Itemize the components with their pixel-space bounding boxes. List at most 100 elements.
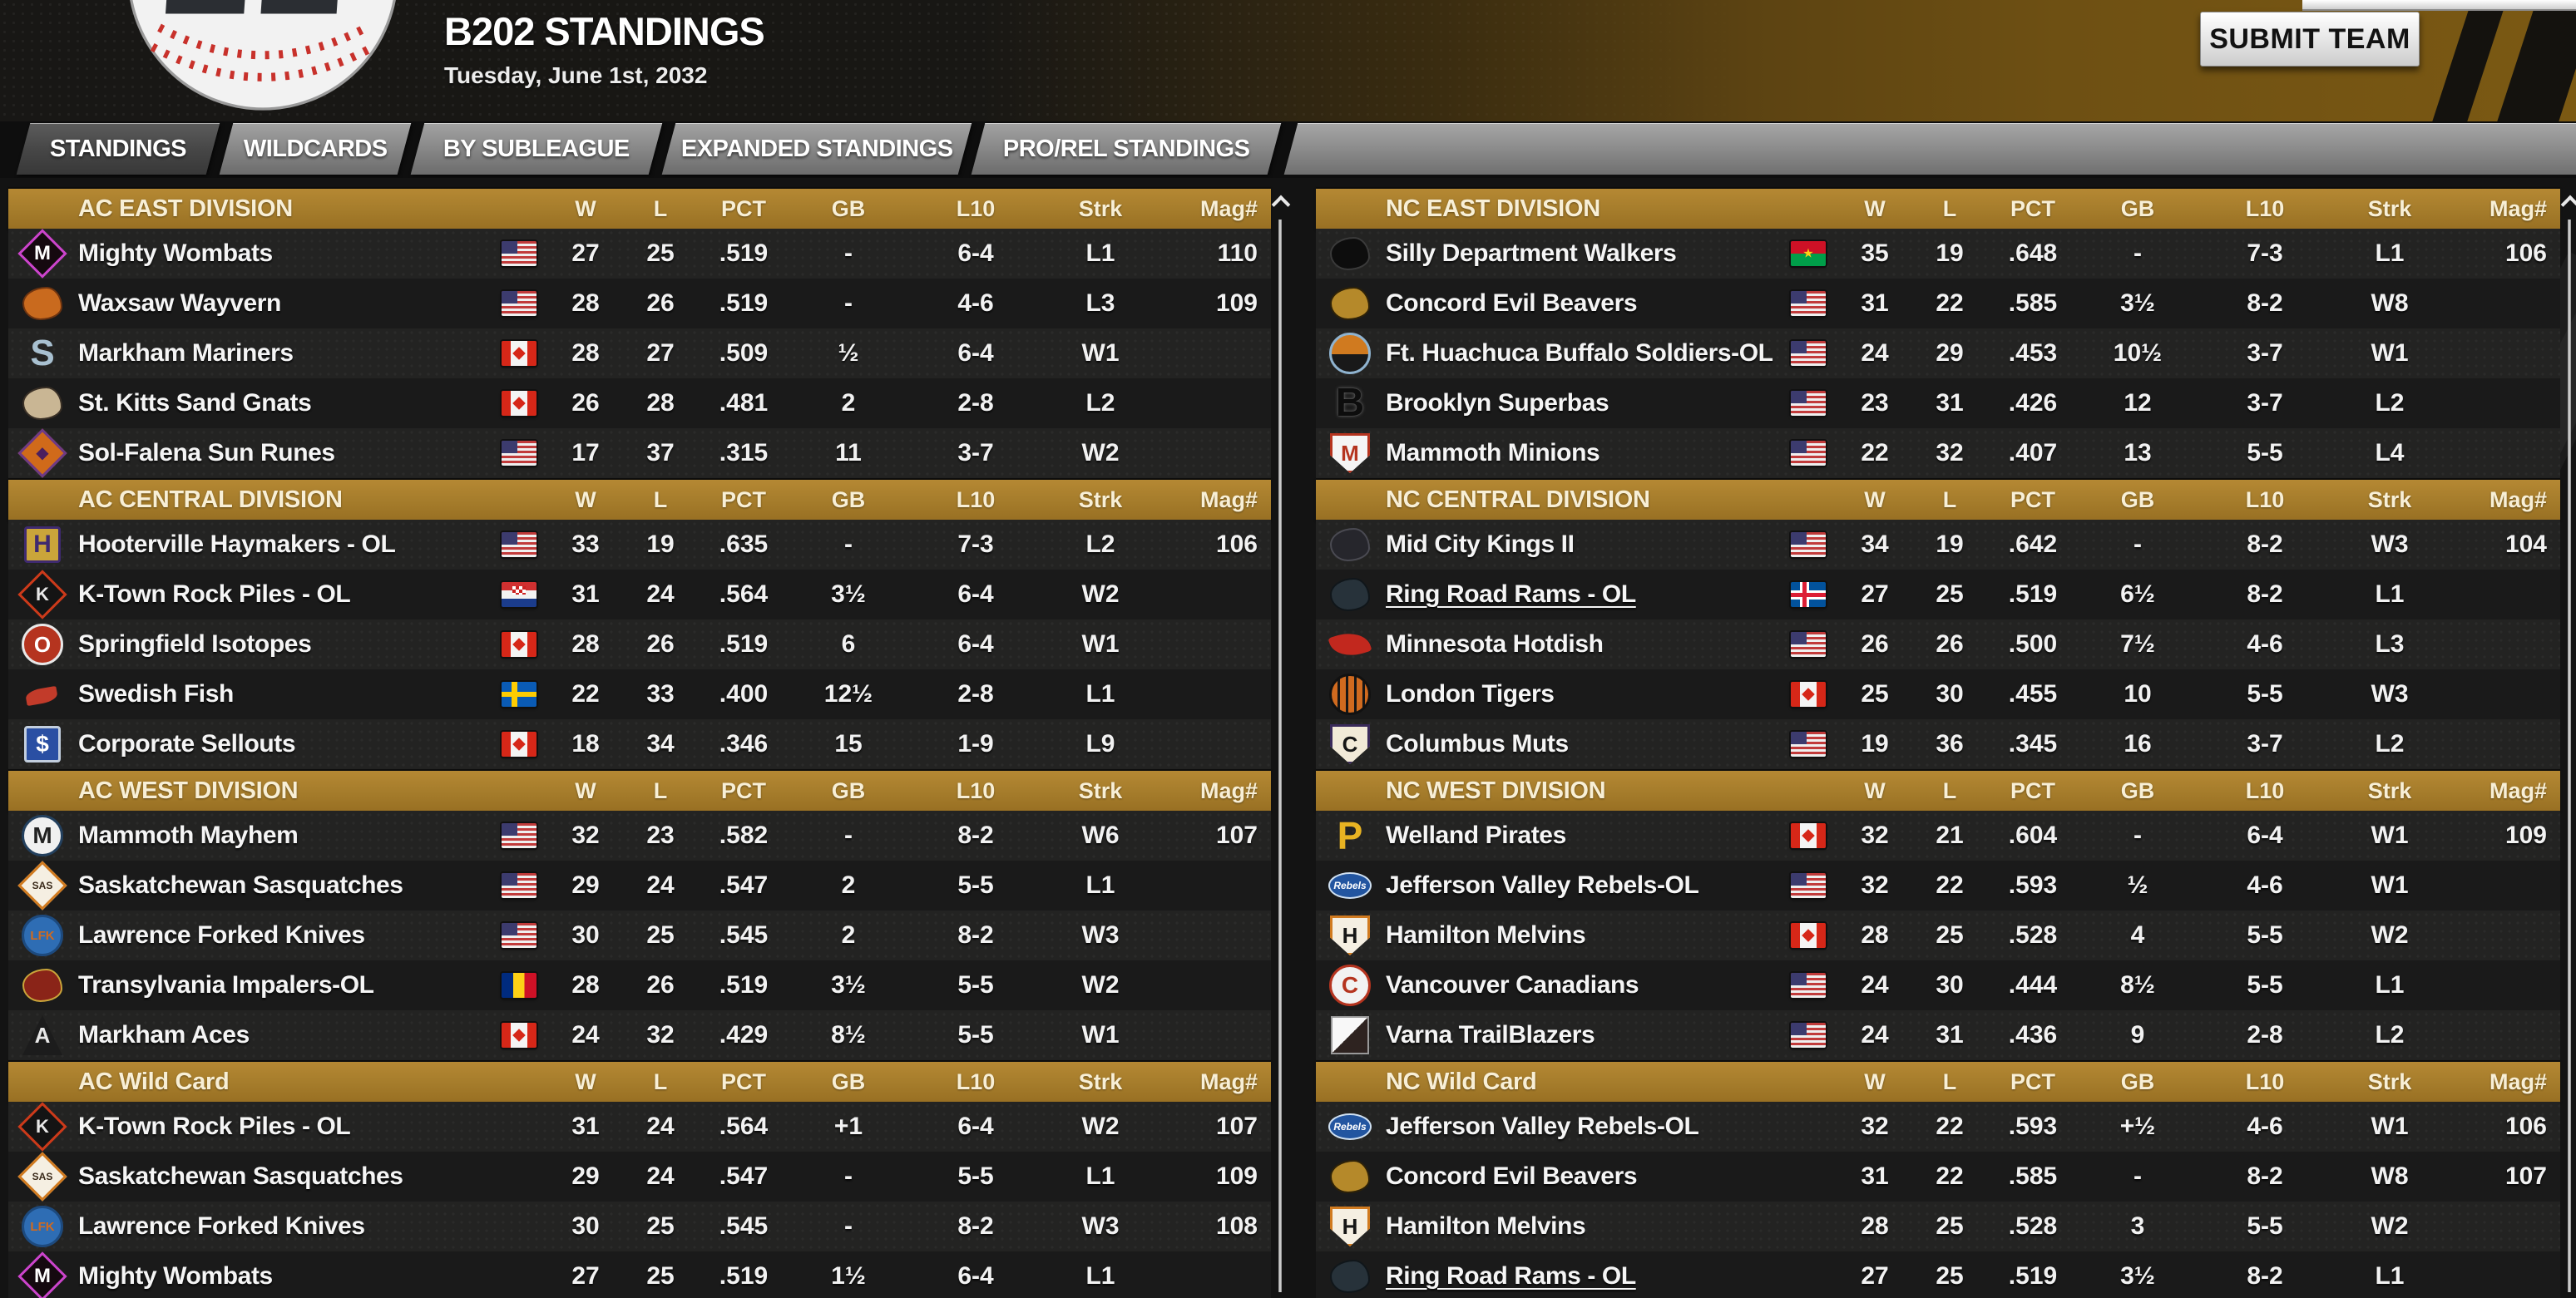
team-name: Sol-Falena Sun Runes: [78, 439, 335, 466]
team-row[interactable]: SAS Saskatchewan Sasquatches 29 24 .547 2 5-5 L…: [8, 861, 1271, 911]
team-row[interactable]: K K-Town Rock Piles - OL 31 24 .564 +1 6-4 W2 10…: [8, 1102, 1271, 1152]
logo-shape: [22, 287, 62, 320]
column-header-last10: L10: [2245, 195, 2285, 221]
team-row[interactable]: London Tigers 25 30 .455 10 5-5 W3: [1316, 669, 2560, 719]
team-row[interactable]: S Markham Mariners 28 27 .509 ½ 6-4 W1: [8, 328, 1271, 378]
submit-team-button[interactable]: SUBMIT TEAM: [2200, 12, 2420, 67]
wins: 27: [571, 1262, 600, 1290]
left-panel-scrollbar[interactable]: [1269, 190, 1291, 1298]
team-row[interactable]: Swedish Fish 22 33 .400 12½ 2-8 L1: [8, 669, 1271, 719]
logo-letter: M: [34, 1265, 51, 1287]
tab-expanded-standings[interactable]: EXPANDED STANDINGS: [661, 123, 972, 175]
team-name: Mighty Wombats: [78, 1262, 273, 1290]
last10: 5-5: [957, 1162, 994, 1190]
tab-by-subleague[interactable]: BY SUBLEAGUE: [410, 123, 663, 175]
team-row[interactable]: M Mammoth Minions 22 32 .407 13 5-5 L4: [1316, 428, 2560, 478]
games-back: 6½: [2120, 580, 2155, 608]
scroll-up-icon[interactable]: [1269, 190, 1291, 215]
team-row[interactable]: Rebels Jefferson Valley Rebels-OL 32 22 .593…: [1316, 861, 2560, 911]
tab-standings[interactable]: STANDINGS: [16, 123, 220, 175]
team-row[interactable]: M Mighty Wombats 27 25 .519 - 6-4 L1 110: [8, 229, 1271, 279]
team-row[interactable]: Silly Department Walkers 35 19 .648 - 7-3 L1 10…: [1316, 229, 2560, 279]
team-row[interactable]: M Mammoth Mayhem 32 23 .582 - 8-2 W6 107: [8, 811, 1271, 861]
team-row[interactable]: Varna TrailBlazers 24 31 .436 9 2-8 L2: [1316, 1010, 2560, 1060]
division-title: NC WEST DIVISION: [1386, 777, 1606, 804]
tab-pro-rel-standings[interactable]: PRO/REL STANDINGS: [971, 123, 1282, 175]
logo-shape: [1330, 1160, 1370, 1193]
team-row[interactable]: ◆ Sol-Falena Sun Runes 17 37 .315 11 3-7 W2: [8, 428, 1271, 478]
logo-letter: $: [36, 731, 49, 757]
games-back: +½: [2119, 1113, 2156, 1140]
last10: 6-4: [957, 630, 994, 658]
games-back: -: [844, 289, 853, 317]
team-row[interactable]: Concord Evil Beavers 31 22 .585 - 8-2 W8 107: [1316, 1152, 2560, 1202]
team-logo-icon: H: [1326, 1202, 1374, 1251]
tab-wildcards[interactable]: WILDCARDS: [219, 123, 412, 175]
games-back: 3½: [831, 971, 866, 999]
team-row[interactable]: LFK Lawrence Forked Knives 30 25 .545 - 8-2 W3 1…: [8, 1202, 1271, 1251]
team-row[interactable]: Transylvania Impalers-OL 28 26 .519 3½ 5-5 W2: [8, 960, 1271, 1010]
team-row[interactable]: M Mighty Wombats 27 25 .519 1½ 6-4 L1: [8, 1251, 1271, 1298]
team-row[interactable]: SAS Saskatchewan Sasquatches 29 24 .547 - 5-5 L…: [8, 1152, 1271, 1202]
team-row[interactable]: St. Kitts Sand Gnats 26 28 .481 2 2-8 L2: [8, 378, 1271, 428]
team-row[interactable]: Mid City Kings II 34 19 .642 - 8-2 W3 104: [1316, 520, 2560, 570]
wins: 28: [1861, 921, 1889, 949]
losses: 25: [1936, 580, 1964, 608]
streak: L1: [2375, 971, 2405, 999]
team-row[interactable]: Minnesota Hotdish 26 26 .500 7½ 4-6 L3: [1316, 619, 2560, 669]
team-row[interactable]: P Welland Pirates 32 21 .604 - 6-4 W1 109: [1316, 811, 2560, 861]
team-row[interactable]: Concord Evil Beavers 31 22 .585 3½ 8-2 W8: [1316, 279, 2560, 328]
team-row[interactable]: C Columbus Muts 19 36 .345 16 3-7 L2: [1316, 719, 2560, 769]
last10: 5-5: [957, 1021, 994, 1049]
scrollbar-track[interactable]: [2568, 220, 2571, 1292]
team-logo-icon: S: [18, 329, 67, 378]
cutoff-top-button[interactable]: [2302, 0, 2576, 11]
games-back: 7½: [2120, 630, 2155, 658]
column-header-pct: PCT: [721, 777, 766, 803]
team-row[interactable]: H Hooterville Haymakers - OL 33 19 .635 - 7-3 L…: [8, 520, 1271, 570]
column-header-wins: W: [1864, 777, 1886, 803]
team-row[interactable]: H Hamilton Melvins 28 25 .528 4 5-5 W2: [1316, 911, 2560, 960]
team-row[interactable]: Waxsaw Wayvern 28 26 .519 - 4-6 L3 109: [8, 279, 1271, 328]
games-back: -: [844, 822, 853, 849]
losses: 22: [1936, 1113, 1964, 1140]
team-row[interactable]: Rebels Jefferson Valley Rebels-OL 32 22 .593…: [1316, 1102, 2560, 1152]
logo-letter: K: [36, 584, 49, 605]
column-header-streak: Strk: [1078, 195, 1123, 221]
logo-shape: [1331, 1016, 1369, 1054]
pct: .564: [719, 580, 769, 608]
wins: 26: [1861, 630, 1889, 658]
pct: .519: [2008, 1262, 2058, 1290]
team-name: Markham Mariners: [78, 339, 294, 367]
losses: 27: [646, 339, 675, 367]
page-date: Tuesday, June 1st, 2032: [444, 62, 708, 88]
scroll-up-icon[interactable]: [2559, 190, 2576, 215]
team-row[interactable]: C Vancouver Canadians 24 30 .444 8½ 5-5 L1: [1316, 960, 2560, 1010]
wins: 27: [1861, 1262, 1889, 1290]
team-logo-icon: [1326, 570, 1374, 619]
games-back: 6: [841, 630, 856, 658]
team-row[interactable]: Ft. Huachuca Buffalo Soldiers-OL 24 29 .453…: [1316, 328, 2560, 378]
team-logo-icon: $: [18, 720, 67, 768]
right-panel-scrollbar[interactable]: [2559, 190, 2576, 1298]
team-logo-icon: [18, 670, 67, 718]
flag-ca-icon: [1791, 923, 1826, 948]
flag-ro-icon: [502, 973, 536, 998]
team-row[interactable]: Ring Road Rams - OL 27 25 .519 6½ 8-2 L1: [1316, 570, 2560, 619]
svg-text:21: 21: [157, 0, 351, 48]
column-header-streak: Strk: [1078, 777, 1123, 803]
column-header-losses: L: [653, 1069, 668, 1094]
logo-shape: [1330, 578, 1370, 611]
scrollbar-track[interactable]: [1278, 220, 1282, 1292]
team-row[interactable]: Ring Road Rams - OL 27 25 .519 3½ 8-2 L1: [1316, 1251, 2560, 1298]
team-row[interactable]: LFK Lawrence Forked Knives 30 25 .545 2 8-2 W3: [8, 911, 1271, 960]
team-row[interactable]: $ Corporate Sellouts 18 34 .346 15 1-9 L9: [8, 719, 1271, 769]
team-row[interactable]: O Springfield Isotopes 28 26 .519 6 6-4 W1: [8, 619, 1271, 669]
column-header-last10: L10: [2245, 486, 2285, 512]
team-row[interactable]: K K-Town Rock Piles - OL 31 24 .564 3½ 6-4 W2: [8, 570, 1271, 619]
pct: .604: [2008, 822, 2058, 849]
decorative-stripe: [2432, 0, 2507, 121]
team-row[interactable]: A Markham Aces 24 32 .429 8½ 5-5 W1: [8, 1010, 1271, 1060]
team-row[interactable]: H Hamilton Melvins 28 25 .528 3 5-5 W2: [1316, 1202, 2560, 1251]
team-row[interactable]: B Brooklyn Superbas 23 31 .426 12 3-7 L2: [1316, 378, 2560, 428]
